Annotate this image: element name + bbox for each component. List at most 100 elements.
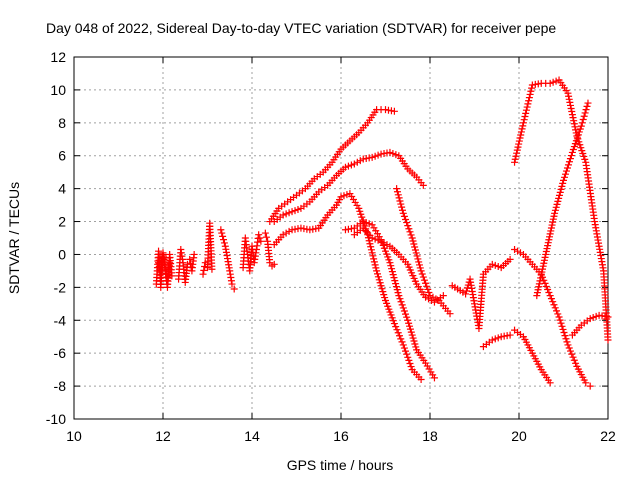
data-point <box>545 236 553 244</box>
data-point <box>389 150 397 158</box>
data-point <box>592 312 600 320</box>
data-point <box>519 122 527 130</box>
data-point <box>350 160 358 168</box>
data-point <box>397 298 405 306</box>
data-point <box>362 219 370 227</box>
data-point <box>168 272 176 280</box>
data-point <box>427 297 435 305</box>
data-point <box>515 140 523 148</box>
data-point <box>412 249 420 257</box>
data-point <box>340 192 348 200</box>
data-point <box>564 161 572 169</box>
data-point <box>404 222 412 230</box>
data-point <box>553 200 561 208</box>
y-tick-label: 2 <box>58 214 66 230</box>
data-point <box>580 112 588 120</box>
data-point <box>413 252 421 260</box>
data-point <box>534 286 542 294</box>
data-point <box>582 106 590 114</box>
data-point <box>416 264 424 272</box>
data-point <box>394 191 402 199</box>
data-point <box>506 331 514 339</box>
x-tick-label: 20 <box>511 428 527 444</box>
data-point <box>558 182 566 190</box>
data-point <box>373 267 381 275</box>
data-point <box>397 200 405 208</box>
x-axis-label: GPS time / hours <box>287 457 394 473</box>
data-point <box>417 267 425 275</box>
tick-labels: 10 12 14 16 18 20 22 -10 -8 -6 -4 -2 0 2 4 6 8 10 12 <box>46 49 616 444</box>
data-point <box>488 336 496 344</box>
data-point <box>568 111 576 119</box>
data-point <box>517 128 525 136</box>
data-point <box>420 276 428 284</box>
data-point <box>409 237 417 245</box>
data-point <box>370 258 378 266</box>
data-point <box>562 167 570 175</box>
data-point <box>424 285 432 293</box>
data-point <box>525 94 533 102</box>
data-point <box>545 289 553 297</box>
data-point <box>561 170 569 178</box>
data-point <box>369 252 377 260</box>
x-tick-label: 18 <box>422 428 438 444</box>
data-point <box>517 131 525 139</box>
data-point <box>568 350 576 358</box>
data-point <box>528 84 536 92</box>
data-point <box>557 319 565 327</box>
data-point <box>398 206 406 214</box>
data-point <box>374 236 382 244</box>
data-point <box>570 356 578 364</box>
data-point <box>512 152 520 160</box>
data-point <box>566 347 574 355</box>
data-point <box>547 295 555 303</box>
data-point <box>398 203 406 211</box>
data-point <box>544 285 552 293</box>
data-point <box>546 292 554 300</box>
x-tick-label: 10 <box>66 428 82 444</box>
data-point <box>542 248 550 256</box>
x-tick-label: 22 <box>600 428 616 444</box>
data-point <box>568 108 576 116</box>
y-tick-label: 10 <box>50 82 66 98</box>
data-point <box>404 353 412 361</box>
data-point <box>572 126 580 134</box>
data-point <box>511 155 519 163</box>
data-point <box>559 325 567 333</box>
data-point <box>376 279 384 287</box>
y-axis-label: SDTVAR / TECUs <box>6 182 22 294</box>
plot-border <box>73 56 609 420</box>
data-point <box>569 114 577 122</box>
data-point <box>390 274 398 282</box>
data-point <box>549 218 557 226</box>
data-point <box>377 237 385 245</box>
data-point <box>589 314 597 322</box>
data-point <box>406 325 414 333</box>
data-point <box>552 203 560 211</box>
data-point <box>565 92 573 100</box>
data-point <box>425 289 433 297</box>
data-point <box>343 191 351 199</box>
data-point <box>408 234 416 242</box>
data-point <box>379 288 387 296</box>
data-point <box>582 379 590 387</box>
data-point <box>393 326 401 334</box>
data-point <box>518 125 526 133</box>
data-point <box>551 206 559 214</box>
data-point <box>399 209 407 217</box>
data-point <box>515 137 523 145</box>
data-point <box>341 163 349 171</box>
data-point <box>546 233 554 241</box>
y-tick-label: -6 <box>54 345 67 361</box>
data-point <box>524 100 532 108</box>
data-point <box>380 291 388 299</box>
data-point <box>285 209 293 217</box>
data-point <box>542 250 550 258</box>
data-point <box>567 104 575 112</box>
data-point <box>422 279 430 287</box>
data-point <box>572 359 580 367</box>
data-point <box>522 106 530 114</box>
data-point <box>409 334 417 342</box>
data-point <box>393 185 401 193</box>
